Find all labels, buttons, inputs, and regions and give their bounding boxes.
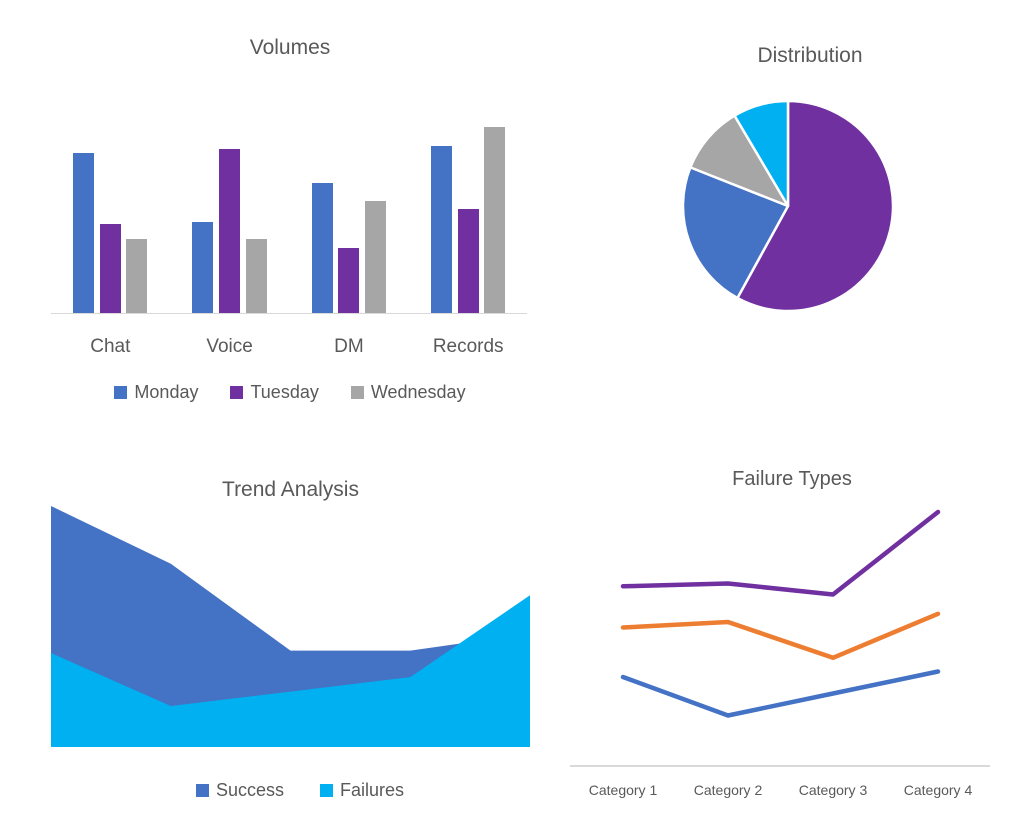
legend-item-wednesday[interactable]: Wednesday: [350, 382, 466, 403]
legend-item-monday[interactable]: Monday: [114, 382, 198, 403]
distribution-chart-title: Distribution: [757, 44, 863, 67]
trend-legend: Success Failures: [30, 780, 570, 801]
trend-analysis-chart: Trend Analysis Success Failures: [30, 440, 570, 836]
bar-tuesday-dm[interactable]: [338, 247, 360, 313]
trend-plot-area: [51, 506, 530, 747]
failure-types-plot-area: [620, 509, 941, 718]
legend-swatch-wednesday: [350, 386, 364, 399]
pie-slice-2[interactable]: [681, 166, 790, 300]
volumes-chart: Volumes Chat Voice DM Records Monday Tuesday…: [40, 20, 540, 430]
legend-item-failures[interactable]: Failures: [320, 780, 404, 801]
legend-label-wednesday: Wednesday: [370, 382, 466, 402]
bar-wednesday-records[interactable]: [484, 127, 506, 313]
failure-types-axis-line: [570, 765, 990, 767]
line-series-2[interactable]: [620, 611, 941, 661]
bar-tuesday-chat[interactable]: [99, 223, 121, 313]
volumes-chart-title: Volumes: [249, 36, 331, 59]
category-label-category-2: Category 2: [693, 782, 763, 798]
bar-monday-voice[interactable]: [192, 221, 214, 313]
category-label-category-1: Category 1: [588, 782, 658, 798]
bar-tuesday-records[interactable]: [457, 208, 479, 313]
category-label-category-3: Category 3: [798, 782, 868, 798]
legend-label-success: Success: [215, 780, 284, 800]
legend-swatch-success: [195, 784, 209, 797]
bar-wednesday-dm[interactable]: [365, 201, 386, 313]
distribution-pie: [681, 99, 895, 313]
bar-tuesday-voice[interactable]: [219, 149, 240, 313]
line-series-1[interactable]: [620, 509, 941, 597]
failure-types-title: Failure Types: [732, 468, 852, 490]
volumes-legend: Monday Tuesday Wednesday: [40, 382, 540, 403]
distribution-chart: Distribution: [620, 20, 1000, 340]
category-label-category-4: Category 4: [903, 782, 973, 798]
legend-label-tuesday: Tuesday: [250, 382, 319, 402]
legend-item-tuesday[interactable]: Tuesday: [230, 382, 319, 403]
pie-slice-3[interactable]: [689, 114, 790, 208]
area-failures[interactable]: [51, 595, 530, 747]
legend-swatch-tuesday: [230, 386, 244, 399]
pie-slice-4[interactable]: [733, 99, 790, 208]
legend-item-success[interactable]: Success: [195, 780, 284, 801]
legend-label-failures: Failures: [340, 780, 405, 800]
legend-swatch-failures: [320, 784, 333, 797]
bar-wednesday-chat[interactable]: [126, 238, 148, 313]
bar-monday-chat[interactable]: [73, 153, 94, 313]
line-series-3[interactable]: [620, 669, 941, 718]
trend-chart-title: Trend Analysis: [222, 478, 359, 501]
category-label-records: Records: [432, 336, 504, 357]
legend-label-monday: Monday: [134, 382, 199, 402]
category-label-voice: Voice: [206, 336, 253, 357]
bar-monday-dm[interactable]: [311, 182, 333, 313]
bar-monday-records[interactable]: [430, 145, 452, 313]
pie-slice-1[interactable]: [736, 99, 895, 313]
legend-swatch-monday: [114, 386, 128, 399]
category-label-chat: Chat: [90, 336, 131, 357]
volumes-plot-area: [51, 127, 527, 314]
category-label-dm: DM: [334, 336, 364, 357]
failure-types-chart: Failure Types Category 1 Category 2 Catego…: [560, 440, 1024, 836]
bar-wednesday-voice[interactable]: [245, 238, 267, 313]
